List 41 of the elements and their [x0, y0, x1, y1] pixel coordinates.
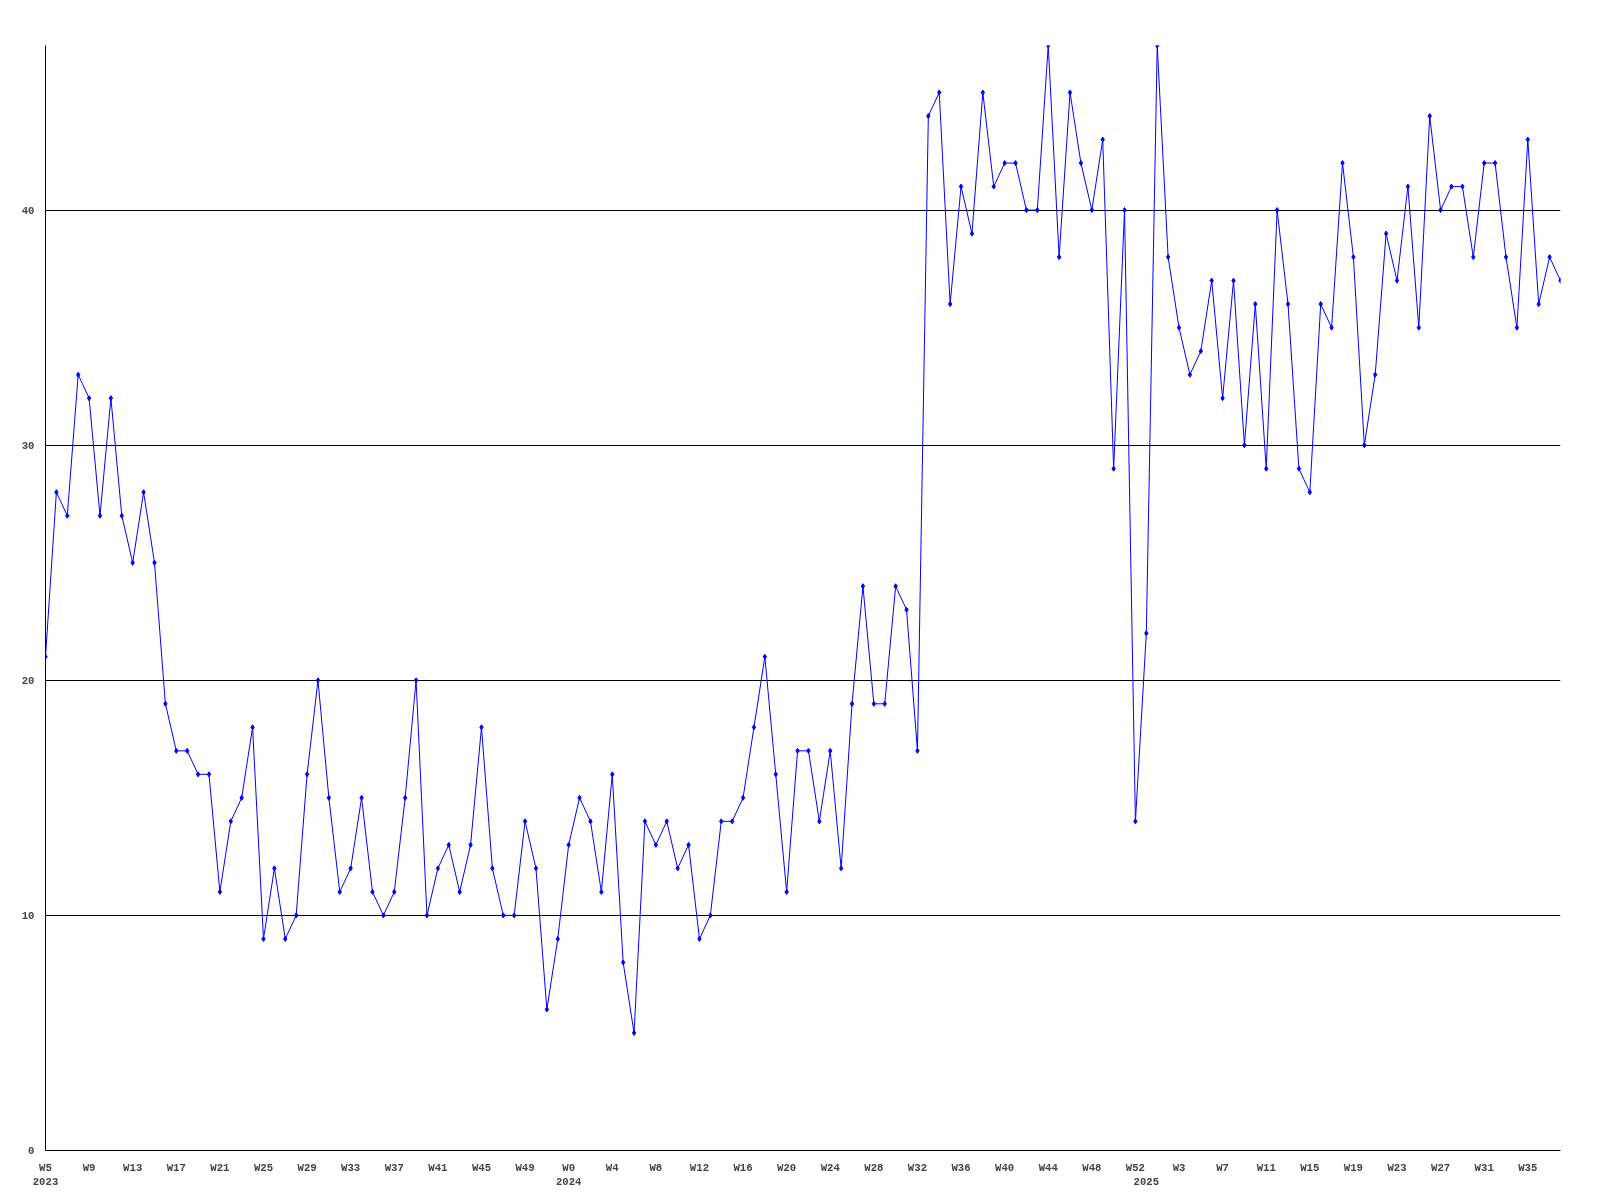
y-tick-label: 30 — [21, 439, 35, 452]
x-tick-label: W44 — [1038, 1161, 1059, 1174]
x-tick-label: W48 — [1082, 1161, 1102, 1174]
x-tick-label: W32 — [907, 1161, 928, 1174]
x-tick-label: W27 — [1431, 1161, 1451, 1174]
x-tick-label: W9 — [82, 1161, 96, 1174]
x-tick-label: W3 — [1172, 1161, 1186, 1174]
x-tick-label: W28 — [864, 1161, 884, 1174]
x-tick-label: W29 — [297, 1161, 317, 1174]
x-tick-label: W49 — [515, 1161, 535, 1174]
x-tick-label: W17 — [166, 1161, 186, 1174]
x-tick-label: W8 — [649, 1161, 663, 1174]
x-tick-label: W19 — [1343, 1161, 1364, 1174]
x-tick-label: W4 — [605, 1161, 620, 1174]
x-tick-label: W11 — [1256, 1161, 1276, 1174]
x-tick-label: W37 — [384, 1161, 404, 1174]
x-tick-label: W25 — [253, 1161, 274, 1174]
x-tick-label: W7 — [1216, 1161, 1230, 1174]
x-tick-label: W16 — [733, 1161, 753, 1174]
x-tick-label: W24 — [820, 1161, 841, 1174]
x-tick-label: W36 — [951, 1161, 971, 1174]
x-tick-label: W52 — [1125, 1161, 1146, 1174]
x-tick-label: W45 — [471, 1161, 492, 1174]
x-tick-label: W0 2024 — [555, 1161, 583, 1188]
x-tick-label: W5 2023 — [32, 1161, 59, 1188]
x-tick-label: W15 — [1300, 1161, 1320, 1174]
x-tick-label: W41 — [428, 1161, 448, 1174]
x-tick-label: W13 — [123, 1161, 143, 1174]
x-tick-label: 2025 — [1133, 1175, 1160, 1188]
y-tick-label: 20 — [21, 674, 35, 687]
y-tick-label: 10 — [21, 909, 35, 922]
x-tick-label: W31 — [1474, 1161, 1494, 1174]
y-tick-label: 40 — [21, 204, 35, 217]
x-tick-label: W21 — [210, 1161, 230, 1174]
x-tick-label: W33 — [341, 1161, 361, 1174]
y-tick-label: 0 — [28, 1145, 35, 1157]
x-tick-label: W35 — [1518, 1161, 1538, 1174]
x-tick-label: W23 — [1387, 1161, 1407, 1174]
x-tick-label: W12 — [689, 1161, 710, 1174]
x-tick-label: W20 — [777, 1161, 797, 1174]
x-tick-label: W40 — [995, 1161, 1015, 1174]
